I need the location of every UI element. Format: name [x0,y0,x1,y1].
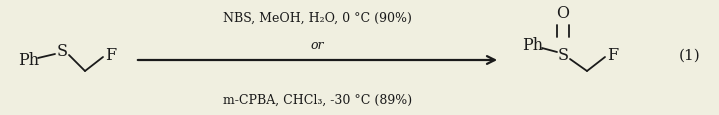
Text: Ph: Ph [18,52,39,69]
Text: or: or [311,39,324,52]
Text: O: O [557,5,569,22]
Text: S: S [57,43,68,60]
Text: Ph: Ph [522,37,543,54]
Text: F: F [105,47,116,64]
Text: S: S [557,47,569,64]
Text: NBS, MeOH, H₂O, 0 °C (90%): NBS, MeOH, H₂O, 0 °C (90%) [223,11,412,24]
Text: F: F [607,47,618,64]
Text: m-CPBA, CHCl₃, -30 °C (89%): m-CPBA, CHCl₃, -30 °C (89%) [223,93,412,106]
Text: (1): (1) [679,49,701,62]
